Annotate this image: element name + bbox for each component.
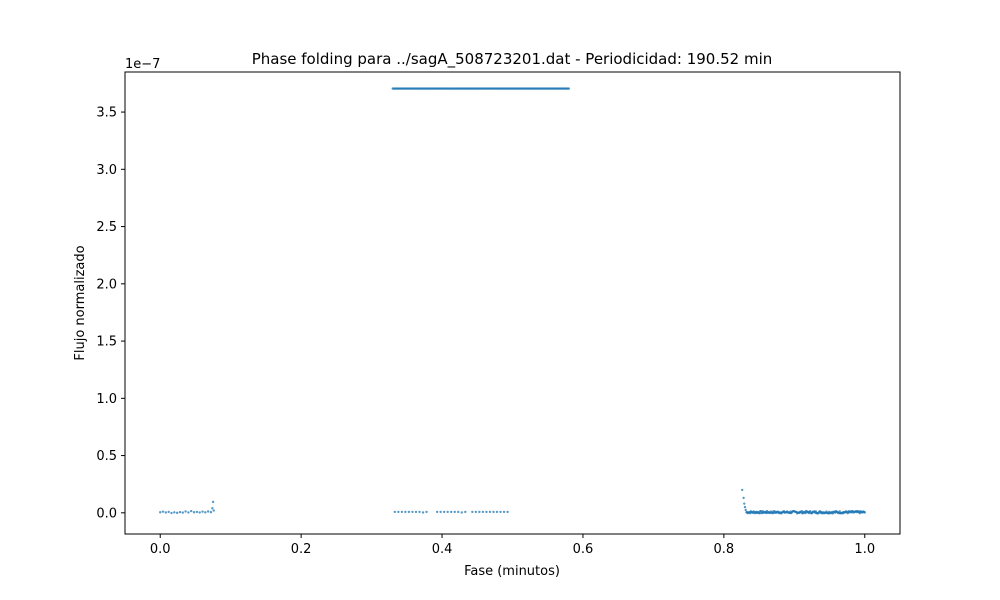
data-point xyxy=(450,510,453,514)
data-point xyxy=(414,510,418,514)
data-point xyxy=(478,510,481,514)
data-point xyxy=(758,512,761,515)
data-point xyxy=(195,510,199,514)
data-point xyxy=(435,510,439,514)
x-axis-label: Fase (minutos) xyxy=(464,564,560,579)
data-point xyxy=(481,510,485,514)
data-point xyxy=(198,511,201,514)
data-point xyxy=(167,510,170,514)
data-point xyxy=(175,511,179,515)
data-point xyxy=(460,511,463,514)
data-point xyxy=(407,510,411,514)
data-point xyxy=(206,510,210,513)
data-point xyxy=(488,510,492,514)
y-tick-label: 3.0 xyxy=(96,163,117,178)
y-tick-label: 0.5 xyxy=(96,449,117,464)
y-offset-label: 1e−7 xyxy=(125,57,160,72)
data-point xyxy=(170,511,173,515)
data-point xyxy=(211,500,215,504)
data-point xyxy=(567,87,571,90)
y-axis: 0.0 0.5 1.0 1.5 2.0 2.5 3.0 3.5 xyxy=(96,106,125,521)
x-tick-label: 0.2 xyxy=(291,542,312,557)
y-tick-label: 0.0 xyxy=(96,506,117,521)
y-tick-label: 3.5 xyxy=(96,106,117,121)
axes-frame xyxy=(124,71,901,535)
x-tick-label: 0.6 xyxy=(573,542,594,557)
data-point xyxy=(209,510,213,514)
y-tick-label: 1.5 xyxy=(96,335,117,350)
data-point xyxy=(439,510,442,514)
data-point xyxy=(178,510,182,514)
data-point xyxy=(187,511,190,514)
data-point xyxy=(863,511,866,514)
data-point xyxy=(421,511,425,514)
data-point xyxy=(411,510,414,514)
data-point xyxy=(506,510,509,514)
data-point xyxy=(201,510,204,513)
data-point xyxy=(211,507,214,510)
data-point xyxy=(212,509,215,512)
scatter-points xyxy=(159,87,866,515)
x-tick-label: 1.0 xyxy=(854,542,875,557)
data-point xyxy=(442,510,446,514)
data-point xyxy=(499,510,502,514)
data-point xyxy=(181,511,184,514)
data-point xyxy=(492,510,495,514)
data-point xyxy=(425,510,428,514)
data-point xyxy=(471,510,474,514)
data-point xyxy=(743,502,746,505)
data-point xyxy=(161,510,165,513)
y-tick-label: 1.0 xyxy=(96,392,117,407)
data-point xyxy=(164,511,168,514)
data-point xyxy=(838,510,841,513)
data-point xyxy=(743,505,747,509)
data-point xyxy=(400,510,404,514)
x-tick-label: 0.0 xyxy=(150,542,171,557)
data-point xyxy=(418,510,421,514)
y-axis-label: Flujo normalizado xyxy=(73,245,88,360)
data-point xyxy=(184,510,187,513)
data-point xyxy=(446,510,449,514)
data-point xyxy=(173,511,176,514)
data-point xyxy=(393,510,397,514)
data-point xyxy=(464,510,467,514)
x-axis: 0.0 0.2 0.4 0.6 0.8 1.0 xyxy=(150,534,875,557)
data-point xyxy=(740,488,744,492)
data-point xyxy=(485,510,488,514)
data-point xyxy=(190,509,193,513)
x-tick-label: 0.4 xyxy=(432,542,453,557)
data-point xyxy=(742,496,745,500)
data-point xyxy=(204,511,207,514)
x-tick-label: 0.8 xyxy=(714,542,735,557)
data-point xyxy=(453,510,456,514)
data-point xyxy=(192,511,196,514)
data-point xyxy=(457,510,460,514)
y-tick-label: 2.5 xyxy=(96,220,117,235)
data-point xyxy=(474,510,478,514)
data-point xyxy=(159,511,162,514)
data-point xyxy=(502,510,506,514)
y-tick-label: 2.0 xyxy=(96,277,117,292)
chart-title: Phase folding para ../sagA_508723201.dat… xyxy=(252,50,773,69)
data-point xyxy=(495,510,499,514)
data-point xyxy=(744,508,747,512)
data-point xyxy=(404,510,407,514)
data-point xyxy=(397,510,400,514)
